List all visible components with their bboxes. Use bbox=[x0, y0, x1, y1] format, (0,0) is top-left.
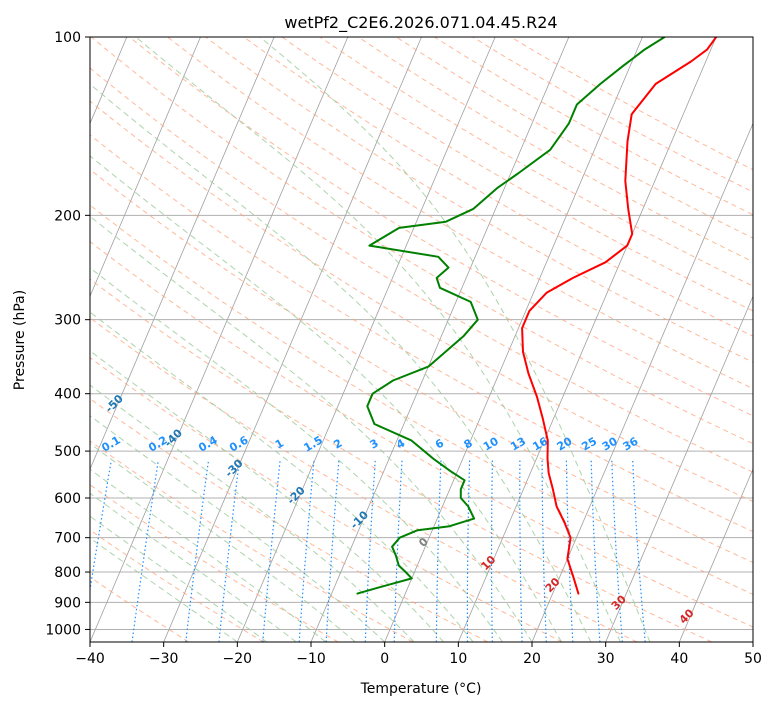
dry-adiabat-line bbox=[434, 37, 753, 216]
isotherm-line bbox=[605, 295, 753, 642]
y-tick-label: 900 bbox=[54, 595, 81, 611]
dry-adiabat-line bbox=[90, 440, 414, 642]
dry-adiabat-line bbox=[129, 37, 753, 417]
moist-adiabat-line bbox=[90, 350, 444, 642]
x-tick-label: −30 bbox=[149, 651, 179, 667]
dry-adiabat-line bbox=[319, 37, 753, 287]
dry-adiabat-line bbox=[90, 241, 753, 628]
moist-adiabat-line bbox=[259, 37, 651, 642]
moist-adiabat-line bbox=[90, 492, 297, 642]
dry-adiabat-line bbox=[90, 100, 753, 503]
isotherm-line bbox=[90, 37, 201, 298]
dry-adiabat-line bbox=[396, 37, 753, 239]
dewpoint-line bbox=[356, 37, 666, 595]
x-tick-label: −20 bbox=[223, 651, 253, 667]
dry-adiabat-line bbox=[281, 37, 753, 312]
moist-adiabat-line bbox=[135, 37, 621, 642]
y-axis: 100 200 300 400 500 600 700 800 900 1000 bbox=[45, 30, 90, 638]
x-tick-label: 30 bbox=[597, 651, 615, 667]
mixing-ratio-line bbox=[90, 460, 112, 594]
dry-adiabat-line bbox=[167, 37, 753, 390]
mixing-ratio-line bbox=[218, 460, 240, 642]
y-tick-label: 300 bbox=[54, 313, 81, 329]
y-tick-label: 200 bbox=[54, 208, 81, 224]
isotherm-line bbox=[678, 468, 753, 642]
moist-adiabat-line bbox=[90, 311, 474, 642]
moist-adiabat-line bbox=[90, 384, 415, 642]
y-tick-label: 100 bbox=[54, 30, 81, 46]
x-tick-label: 50 bbox=[744, 651, 762, 667]
plot-frame bbox=[89, 36, 754, 643]
y-tick-label: 600 bbox=[54, 491, 81, 507]
moist-adiabat-line bbox=[90, 267, 503, 642]
y-tick-label: 1000 bbox=[45, 622, 81, 638]
dry-adiabat-line bbox=[90, 278, 712, 642]
isotherm-line bbox=[531, 122, 753, 642]
y-axis-label: Pressure (hPa) bbox=[12, 290, 28, 390]
isotherm-label: -60 bbox=[46, 352, 69, 375]
dry-adiabat-line bbox=[90, 168, 753, 564]
moist-adiabat-line bbox=[90, 468, 327, 642]
moist-adiabat-line bbox=[90, 415, 386, 642]
isotherm-line bbox=[90, 37, 349, 642]
y-tick-label: 800 bbox=[54, 565, 81, 581]
plot-area: 0.10.20.40.611.52346810131620253036-100-… bbox=[46, 37, 753, 642]
temperature-line bbox=[521, 37, 718, 595]
moist-adiabat-line bbox=[90, 537, 238, 642]
y-tick-label: 400 bbox=[54, 387, 81, 403]
dry-adiabat-line bbox=[90, 134, 753, 533]
x-tick-label: 10 bbox=[449, 651, 467, 667]
x-tick-label: 20 bbox=[523, 651, 541, 667]
isotherm-line bbox=[236, 37, 496, 642]
isotherm-line bbox=[90, 37, 275, 471]
x-tick-label: −10 bbox=[296, 651, 326, 667]
dry-adiabat-line bbox=[90, 67, 753, 473]
sounding-lines bbox=[356, 37, 718, 595]
dry-adiabat-line bbox=[510, 37, 753, 171]
y-tick-label: 700 bbox=[54, 531, 81, 547]
dry-adiabat-line bbox=[90, 484, 339, 642]
x-tick-label: −40 bbox=[75, 651, 105, 667]
y-tick-label: 500 bbox=[54, 444, 81, 460]
x-tick-label: 0 bbox=[380, 651, 389, 667]
isotherm-line bbox=[752, 640, 753, 642]
isotherm-line bbox=[384, 37, 643, 642]
chart-title: wetPf2_C2E6.2026.071.04.45.R24 bbox=[284, 13, 557, 33]
mixing-ratio-line bbox=[131, 460, 159, 642]
mixing-ratio-line bbox=[185, 460, 210, 642]
x-axis: −40 −30 −20 −10 0 10 20 30 40 50 bbox=[75, 642, 762, 667]
moist-adiabat-line bbox=[90, 215, 533, 642]
dry-adiabat-line bbox=[205, 37, 753, 363]
moist-adiabat-line bbox=[90, 515, 268, 642]
isotherm-line bbox=[457, 37, 717, 642]
background-lines bbox=[90, 37, 753, 642]
dry-adiabat-line bbox=[90, 37, 753, 445]
x-axis-label: Temperature (°C) bbox=[360, 681, 482, 697]
isotherm-line bbox=[163, 37, 422, 642]
x-tick-label: 40 bbox=[670, 651, 688, 667]
